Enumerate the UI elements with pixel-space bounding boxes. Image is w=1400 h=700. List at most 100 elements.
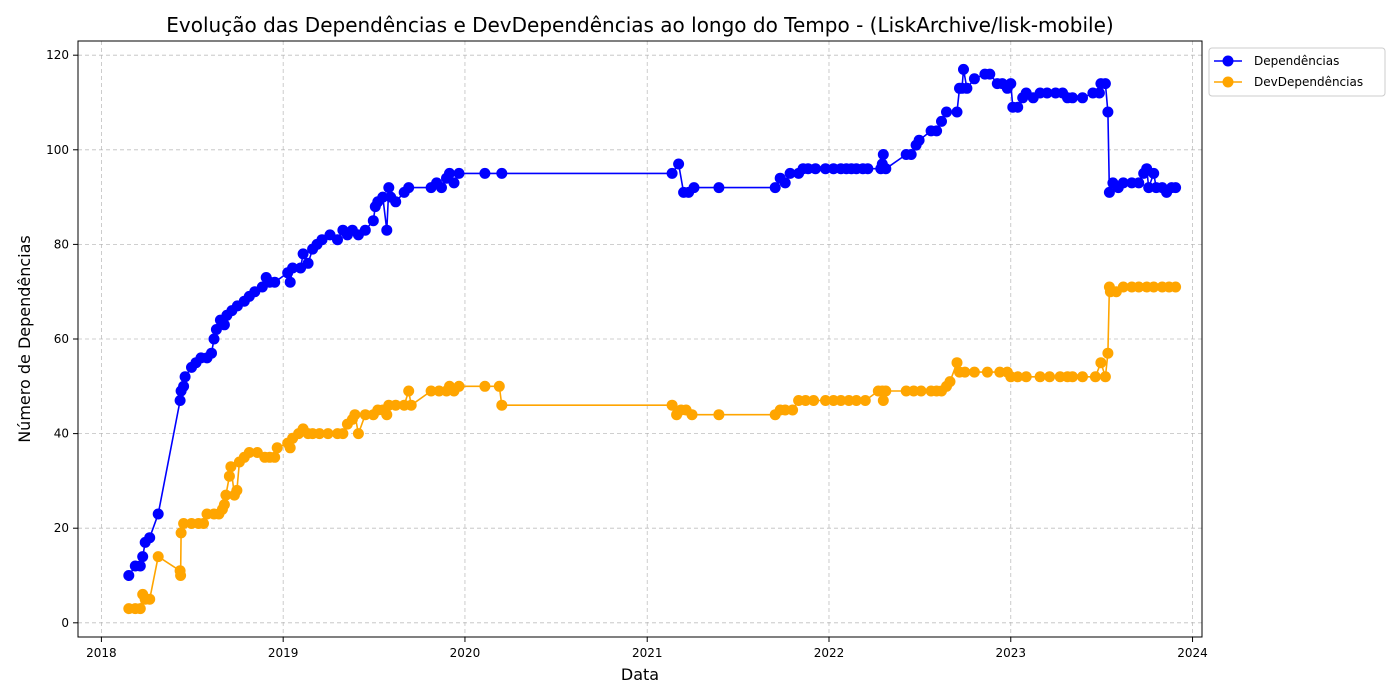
data-point bbox=[1099, 371, 1111, 383]
data-point bbox=[1170, 182, 1182, 194]
data-point bbox=[1077, 371, 1088, 383]
chart-title: Evolução das Dependências e DevDependênc… bbox=[166, 13, 1113, 37]
data-point bbox=[436, 182, 447, 194]
data-point bbox=[880, 163, 892, 175]
x-axis: 2018 2019 2020 2021 2022 2023 2024 bbox=[86, 637, 1208, 660]
legend: Dependências DevDependências bbox=[1208, 47, 1386, 97]
data-point bbox=[123, 570, 135, 581]
data-point bbox=[314, 428, 325, 440]
data-point bbox=[284, 276, 296, 288]
data-point bbox=[210, 324, 222, 335]
data-point bbox=[915, 385, 927, 397]
data-point bbox=[673, 158, 685, 170]
data-point bbox=[178, 380, 190, 392]
data-point bbox=[1148, 281, 1160, 293]
grid bbox=[78, 41, 1202, 637]
data-point bbox=[1077, 92, 1088, 104]
data-point bbox=[877, 149, 889, 160]
data-point bbox=[144, 593, 156, 605]
data-point bbox=[269, 276, 281, 288]
data-point bbox=[1020, 371, 1032, 383]
data-point bbox=[359, 224, 371, 236]
data-point bbox=[134, 560, 146, 572]
data-point bbox=[178, 518, 190, 529]
data-point bbox=[444, 167, 455, 179]
data-point bbox=[359, 409, 371, 421]
data-point bbox=[225, 461, 237, 473]
y-tick-label: 120 bbox=[46, 48, 69, 62]
data-point bbox=[961, 82, 973, 94]
data-point bbox=[1148, 167, 1160, 179]
data-point bbox=[144, 532, 156, 544]
data-point bbox=[377, 191, 389, 203]
x-tick-label: 2021 bbox=[632, 646, 663, 660]
data-point bbox=[951, 106, 963, 118]
data-point bbox=[496, 167, 508, 179]
data-point bbox=[332, 234, 343, 246]
legend-frame bbox=[1208, 47, 1386, 97]
data-point bbox=[984, 68, 996, 80]
data-point bbox=[405, 399, 417, 411]
data-point bbox=[1005, 78, 1017, 90]
data-point bbox=[453, 167, 465, 179]
data-point bbox=[175, 570, 187, 581]
series-line bbox=[128, 69, 1176, 576]
data-point bbox=[769, 182, 781, 194]
data-point bbox=[820, 163, 831, 175]
data-point bbox=[287, 262, 299, 274]
data-point bbox=[1041, 87, 1053, 99]
data-point bbox=[1102, 347, 1114, 359]
x-tick-label: 2024 bbox=[1177, 646, 1208, 660]
data-point bbox=[820, 395, 831, 406]
data-point bbox=[1089, 371, 1101, 383]
data-point bbox=[381, 409, 393, 421]
data-point bbox=[810, 163, 821, 175]
data-point bbox=[713, 409, 725, 421]
data-point bbox=[931, 125, 943, 137]
data-point bbox=[1170, 281, 1182, 293]
data-point bbox=[198, 518, 209, 529]
series-layer bbox=[123, 63, 1182, 615]
data-point bbox=[349, 409, 361, 421]
data-point bbox=[134, 603, 146, 615]
y-tick-label: 80 bbox=[54, 237, 69, 251]
x-tick-label: 2023 bbox=[995, 646, 1026, 660]
data-point bbox=[208, 333, 220, 345]
y-tick-label: 0 bbox=[61, 616, 69, 630]
data-point bbox=[666, 399, 678, 411]
data-point bbox=[688, 182, 700, 194]
data-point bbox=[220, 489, 232, 501]
data-point bbox=[352, 428, 364, 440]
data-point bbox=[302, 257, 314, 269]
data-point bbox=[243, 447, 255, 458]
data-point bbox=[322, 428, 334, 440]
data-point bbox=[175, 527, 187, 539]
data-point bbox=[390, 196, 402, 208]
data-point bbox=[337, 428, 349, 440]
data-point bbox=[1012, 101, 1024, 113]
y-tick-label: 40 bbox=[54, 427, 69, 441]
data-point bbox=[1095, 357, 1107, 369]
y-tick-label: 100 bbox=[46, 143, 69, 157]
data-point bbox=[479, 380, 491, 392]
data-point bbox=[808, 395, 820, 406]
data-point bbox=[383, 182, 395, 194]
x-axis-label: Data bbox=[621, 665, 659, 684]
data-point bbox=[137, 551, 149, 563]
data-point bbox=[218, 499, 230, 511]
data-point bbox=[297, 248, 309, 260]
data-point bbox=[493, 380, 505, 392]
data-point bbox=[179, 371, 191, 383]
data-point bbox=[905, 149, 917, 160]
data-point bbox=[913, 134, 925, 146]
x-tick-label: 2020 bbox=[450, 646, 481, 660]
data-point bbox=[958, 63, 969, 75]
data-point bbox=[1133, 177, 1145, 189]
data-point bbox=[686, 409, 698, 421]
data-point bbox=[859, 395, 871, 406]
y-axis: 0 20 40 60 80 100 120 bbox=[46, 48, 78, 630]
data-point bbox=[862, 163, 874, 175]
data-point bbox=[496, 399, 508, 411]
data-point bbox=[877, 395, 889, 406]
